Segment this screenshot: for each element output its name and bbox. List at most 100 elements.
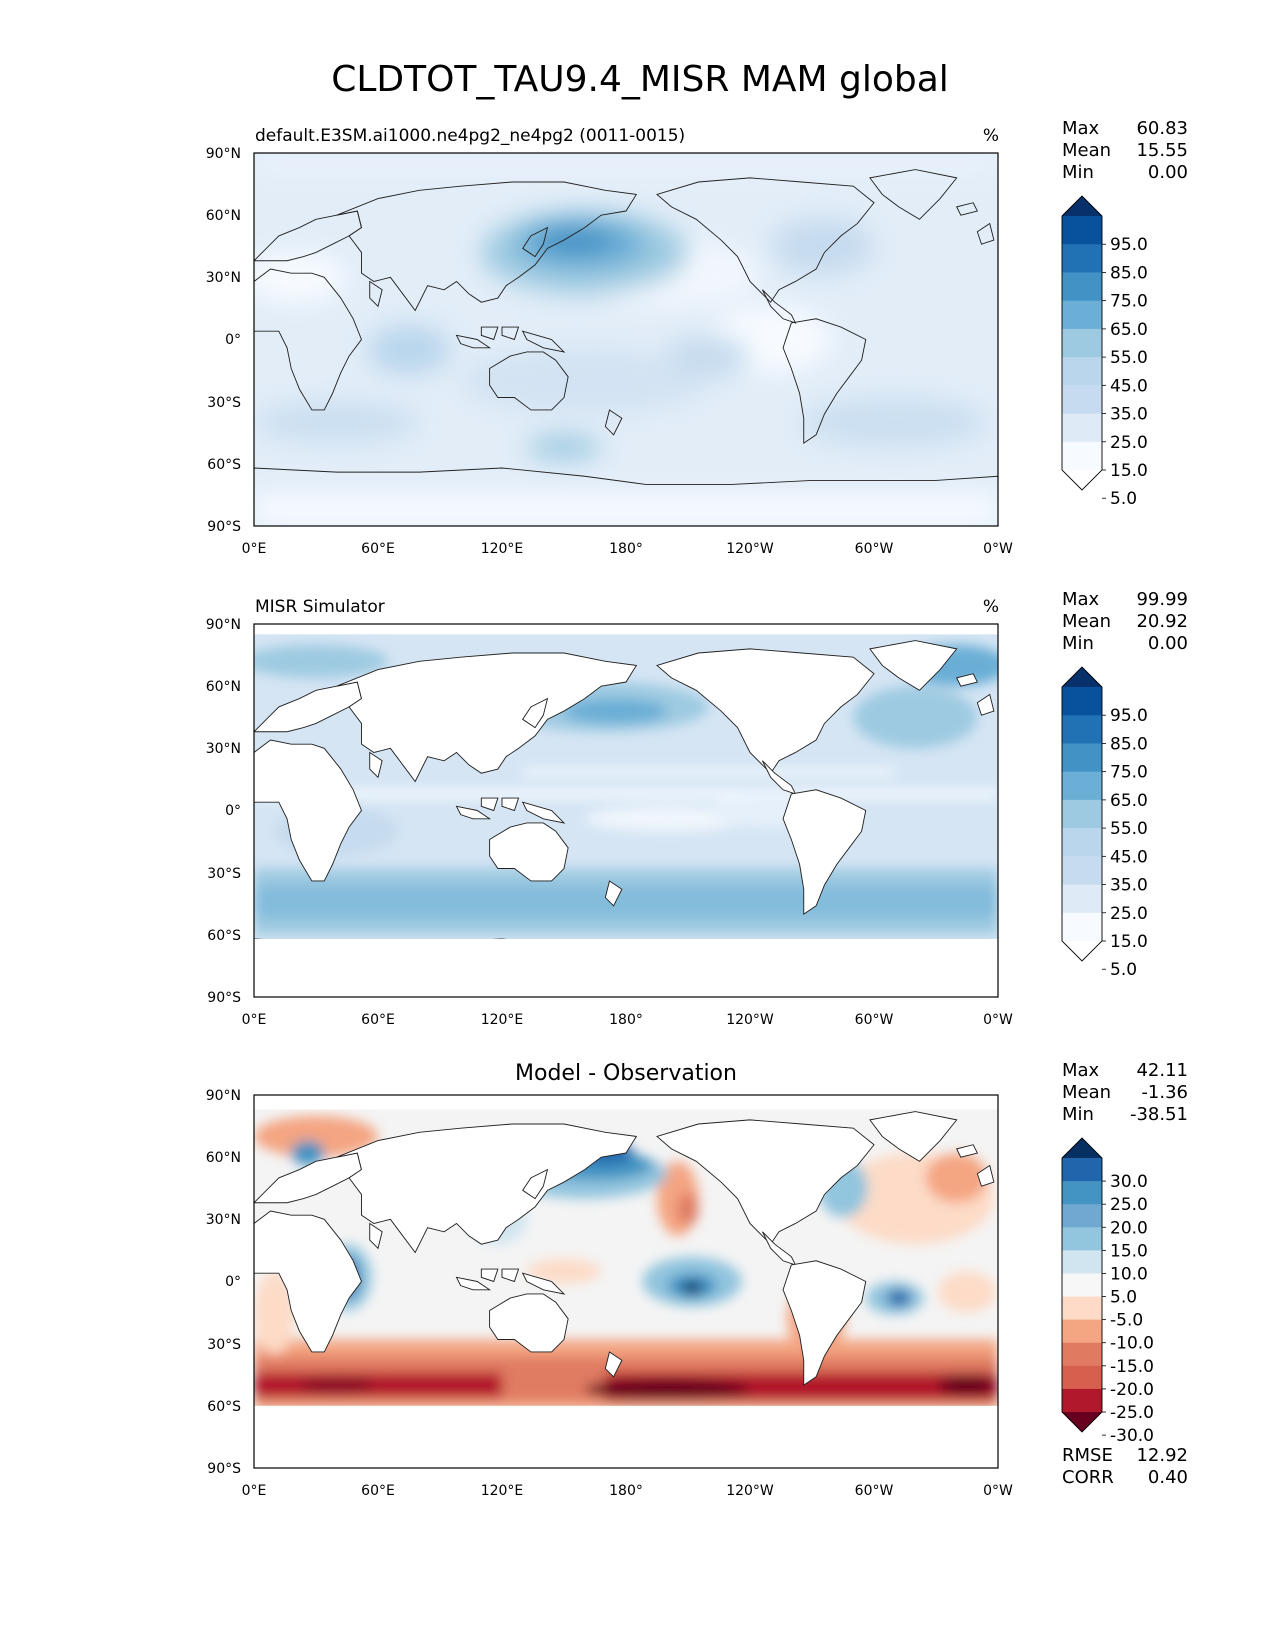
x-tick-label: 0°E (242, 1483, 267, 1499)
colorbar-tick-label: 15.0 (1110, 932, 1148, 952)
colorbar-segment (1062, 272, 1102, 302)
stat-mean-label: Mean (1062, 611, 1111, 632)
colorbar-segment (1062, 1342, 1102, 1367)
y-tick-label: 90°S (207, 1461, 241, 1477)
colorbar-segment (1062, 413, 1102, 443)
y-tick-label: 90°S (207, 990, 241, 1006)
colorbar-tick-label: -15.0 (1110, 1357, 1154, 1377)
panel-1-title: default.E3SM.ai1000.ne4pg2_ne4pg2 (0011-… (255, 126, 685, 146)
map-2-land-mask (254, 624, 998, 997)
map-2-x-axis: 0°E 60°E 120°E 180° 120°W 60°W 0°W (242, 1012, 1013, 1028)
stat-max-value: 60.83 (1136, 118, 1188, 139)
map-3-x-axis: 0°E 60°E 120°E 180° 120°W 60°W 0°W (242, 1483, 1013, 1499)
colorbar-2: 95.0 85.0 75.0 65.0 55.0 45.0 35.0 25.0 15.0 5.0 (1061, 666, 1148, 980)
panel-1-units: % (983, 126, 999, 146)
y-tick-label: 90°N (206, 1088, 241, 1104)
y-tick-label: 30°S (207, 866, 241, 882)
y-tick-label: 90°N (206, 617, 241, 633)
panel-2-title: MISR Simulator (255, 597, 385, 617)
stat-min-value: 0.00 (1148, 162, 1188, 183)
y-tick-label: 0° (225, 332, 241, 348)
y-tick-label: 60°S (207, 928, 241, 944)
stat-max-label: Max (1062, 1060, 1100, 1081)
colorbar-tick-label: 55.0 (1110, 819, 1148, 839)
colorbar-segment (1062, 856, 1102, 886)
stats-1: Max 60.83 Mean 15.55 Min 0.00 (1062, 118, 1188, 183)
y-tick-label: 30°N (206, 741, 241, 757)
colorbar-extension-top (1062, 196, 1102, 216)
x-tick-label: 60°E (361, 541, 395, 557)
x-tick-label: 60°E (361, 1483, 395, 1499)
figure-title: CLDTOT_TAU9.4_MISR MAM global (331, 59, 949, 100)
y-tick-label: 60°N (206, 208, 241, 224)
colorbar-segment (1062, 743, 1102, 773)
y-tick-label: 60°S (207, 1399, 241, 1415)
stat-min-label: Min (1062, 633, 1094, 654)
colorbar-1: 95.0 85.0 75.0 65.0 55.0 45.0 35.0 25.0 15.0 5.0 (1061, 195, 1148, 509)
colorbar-segment (1062, 1250, 1102, 1275)
map-3-frame (253, 1094, 999, 1469)
colorbar-segment (1062, 300, 1102, 330)
colorbar-extension-bottom (1062, 470, 1102, 490)
colorbar-tick-label: 5.0 (1110, 960, 1137, 980)
y-tick-label: 60°N (206, 679, 241, 695)
x-tick-label: 120°W (726, 541, 774, 557)
colorbar-segment (1062, 1319, 1102, 1344)
x-tick-label: 120°W (726, 1012, 774, 1028)
colorbar-tick-label: 20.0 (1110, 1218, 1148, 1238)
colorbar-segment (1062, 799, 1102, 829)
x-tick-label: 120°W (726, 1483, 774, 1499)
map-1-frame (253, 152, 999, 527)
x-tick-label: 120°E (481, 1483, 524, 1499)
colorbar-extension-top (1062, 1138, 1102, 1158)
y-tick-label: 60°S (207, 457, 241, 473)
stat-max-label: Max (1062, 589, 1100, 610)
stat-max-value: 99.99 (1136, 589, 1188, 610)
x-tick-label: 180° (609, 1012, 643, 1028)
stats-2: Max 99.99 Mean 20.92 Min 0.00 (1062, 589, 1188, 654)
stat-min-label: Min (1062, 1104, 1094, 1125)
y-tick-label: 90°N (206, 146, 241, 162)
stat-min-value: -38.51 (1130, 1104, 1188, 1125)
colorbar-segment (1062, 357, 1102, 386)
stat-rmse-label: RMSE (1062, 1445, 1113, 1466)
colorbar-tick-label: 45.0 (1110, 847, 1148, 867)
y-tick-label: 30°N (206, 270, 241, 286)
colorbar-tick-label: 85.0 (1110, 734, 1148, 754)
panel-3-title: Model - Observation (515, 1061, 737, 1086)
y-tick-label: 30°S (207, 395, 241, 411)
y-tick-label: 90°S (207, 519, 241, 535)
colorbar-tick-label: 15.0 (1110, 461, 1148, 481)
x-tick-label: 0°W (983, 1483, 1013, 1499)
colorbar-tick-label: 25.0 (1110, 1195, 1148, 1215)
stat-mean-value: -1.36 (1141, 1082, 1188, 1103)
colorbar-tick-label: 35.0 (1110, 405, 1148, 425)
colorbar-segment (1062, 244, 1102, 274)
colorbar-segment (1062, 912, 1102, 942)
colorbar-tick-label: 45.0 (1110, 376, 1148, 396)
colorbar-3: 30.0 25.0 20.0 15.0 10.0 5.0 -5.0 -10.0 -15.0 -20… (1061, 1137, 1154, 1446)
colorbar-segment (1062, 441, 1102, 471)
colorbar-tick-label: 25.0 (1110, 433, 1148, 453)
colorbar-segment (1062, 328, 1102, 358)
map-2-frame (253, 623, 999, 998)
map-2-y-axis: 90°N 60°N 30°N 0° 30°S 60°S 90°S (206, 617, 241, 1006)
colorbar-segment (1062, 771, 1102, 801)
colorbar-tick-label: -5.0 (1110, 1311, 1143, 1331)
x-tick-label: 0°E (242, 1012, 267, 1028)
panel-difference: Model - Observation (206, 1060, 1188, 1499)
x-tick-label: 60°W (855, 1012, 894, 1028)
colorbar-extension-top (1062, 667, 1102, 687)
colorbar-tick-label: -10.0 (1110, 1334, 1154, 1354)
x-tick-label: 0°W (983, 541, 1013, 557)
stat-max-label: Max (1062, 118, 1100, 139)
colorbar-tick-label: -25.0 (1110, 1403, 1154, 1423)
map-3-y-axis: 90°N 60°N 30°N 0° 30°S 60°S 90°S (206, 1088, 241, 1477)
colorbar-segment (1062, 1227, 1102, 1251)
y-tick-label: 0° (225, 803, 241, 819)
stat-mean-label: Mean (1062, 140, 1111, 161)
stats-3: Max 42.11 Mean -1.36 Min -38.51 (1062, 1060, 1188, 1125)
x-tick-label: 120°E (481, 1012, 524, 1028)
x-tick-label: 0°W (983, 1012, 1013, 1028)
map-1-field (254, 153, 998, 526)
